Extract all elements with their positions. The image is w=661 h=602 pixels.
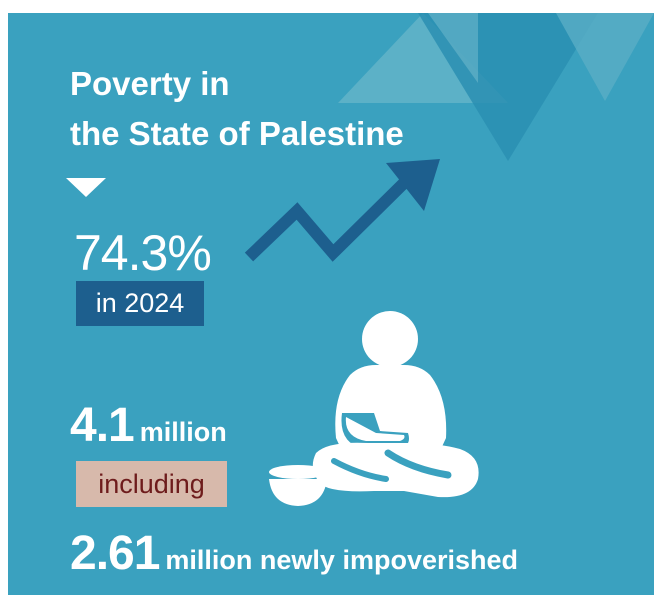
decorative-sliver (428, 13, 478, 83)
seated-person-icon (312, 311, 479, 498)
population-value: 4.1 (70, 399, 135, 452)
begging-bowl-icon (269, 465, 327, 506)
newly-impoverished-line: 2.61 million newly impoverished (70, 526, 518, 593)
upward-trend-arrow-icon (244, 159, 440, 262)
newly-impoverished-value: 2.61 (70, 527, 160, 580)
newly-impoverished-unit: million newly impoverished (165, 545, 519, 575)
including-badge: including (76, 461, 227, 507)
title-line-2: the State of Palestine (70, 115, 404, 152)
decoration-layer (66, 13, 654, 506)
population-unit: million (139, 417, 227, 447)
year-label-badge: in 2024 (76, 281, 204, 326)
title-line-1: Poverty in (70, 65, 230, 102)
poverty-rate-value: 74.3% (74, 225, 212, 281)
decorative-triangle-right (556, 13, 654, 101)
population-line: 4.1 million (70, 398, 227, 465)
down-triangle-icon (66, 178, 106, 197)
infographic-panel: Poverty in the State of Palestine 74.3% … (8, 13, 654, 595)
